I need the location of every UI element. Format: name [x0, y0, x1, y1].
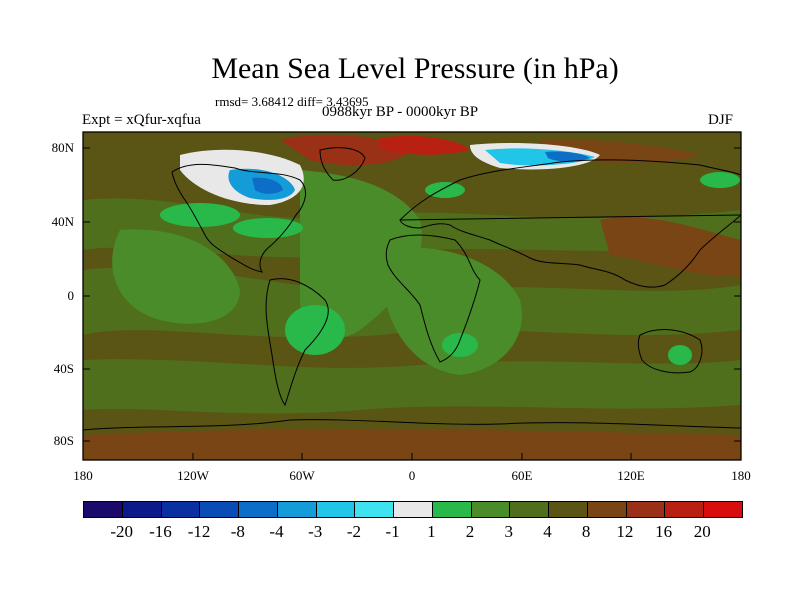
- coast-north-america: [171, 163, 307, 273]
- lat-label-80s: 80S: [53, 433, 74, 448]
- lon-label-180-west: 180: [73, 468, 93, 483]
- field-band-3-pacific: [112, 229, 240, 324]
- colorbar-swatch: [316, 502, 356, 517]
- colorbar-label: -16: [149, 522, 172, 541]
- colorbar-swatch: [239, 502, 278, 517]
- field-patch-2-natlantic: [233, 218, 303, 238]
- experiment-label: Expt = xQfur-xqfua: [82, 112, 201, 128]
- colorbar-swatch: [84, 502, 123, 517]
- lat-label-40n: 40N: [51, 214, 74, 229]
- season-label: DJF: [708, 112, 734, 128]
- colorbar-swatch: [394, 502, 433, 517]
- colorbar-label: 20: [693, 522, 711, 541]
- colorbar-label: -20: [110, 522, 134, 541]
- colorbar-label: 4: [543, 522, 552, 541]
- coast-africa: [385, 234, 481, 363]
- colorbar-label: -1: [385, 522, 400, 541]
- colorbar-swatch: [200, 502, 240, 517]
- colorbar-swatch: [704, 502, 743, 517]
- coast-south-america: [265, 278, 329, 407]
- colorbar-swatch: [626, 502, 666, 517]
- colorbar-swatch: [665, 502, 705, 517]
- colorbar-label: 12: [616, 522, 634, 541]
- colorbar-label: -2: [346, 522, 362, 541]
- rmsd-diff-stats: rmsd= 3.68412 diff= 3.43695: [215, 94, 369, 109]
- field-high-arctic: [280, 134, 410, 166]
- field-high-npacific: [600, 217, 741, 276]
- period-label: 0988kyr BP - 0000kyr BP: [322, 104, 479, 120]
- lat-ticks: [83, 147, 741, 442]
- field-patch-2-npacific: [160, 203, 240, 227]
- colorbar-swatch: [277, 502, 317, 517]
- field-patch-2-samerica: [285, 305, 345, 355]
- colorbar-swatch: [161, 502, 201, 517]
- colorbar-label: -8: [230, 522, 245, 541]
- coastlines: [83, 147, 741, 431]
- field-high-antarctic: [83, 429, 741, 460]
- coast-greenland: [319, 147, 366, 181]
- field-high-arctic-2: [380, 135, 470, 155]
- colorbar: [83, 501, 743, 518]
- field-band-3-africa: [380, 247, 522, 375]
- lat-label-80n: 80N: [51, 140, 74, 155]
- colorbar-swatch: [587, 502, 627, 517]
- lon-label-0: 0: [408, 468, 416, 483]
- lon-label-180-east: 180: [731, 468, 751, 483]
- coast-antarctica: [83, 419, 741, 431]
- lat-label-0: 0: [67, 288, 75, 303]
- colorbar-swatch: [355, 502, 395, 517]
- colorbar-swatch: [471, 502, 511, 517]
- field-patch-2-siberia: [700, 172, 740, 188]
- field-patch-2-scandinavia: [425, 182, 465, 198]
- colorbar-swatch: [432, 502, 472, 517]
- lon-label-120w: 120W: [177, 468, 209, 483]
- field-patch-2-safrica: [442, 333, 478, 357]
- colorbar-swatch: [122, 502, 162, 517]
- colorbar-swatch: [510, 502, 550, 517]
- colorbar-swatch: [549, 502, 588, 517]
- lon-label-60e: 60E: [511, 468, 533, 483]
- lon-label-120e: 120E: [617, 468, 645, 483]
- colorbar-label: -12: [187, 522, 211, 541]
- field-band-4-south: [83, 359, 741, 414]
- map-title: Mean Sea Level Pressure (in hPa): [211, 52, 619, 85]
- colorbar-label: 1: [427, 522, 436, 541]
- field-patch-2-australia: [668, 345, 692, 365]
- colorbar-label: -3: [308, 522, 323, 541]
- field-low-laurentide-core: [252, 177, 283, 194]
- colorbar-label: 2: [465, 522, 475, 541]
- colorbar-label: 3: [504, 522, 514, 541]
- field-low-fennoscandia-core: [545, 151, 590, 162]
- colorbar-label: 16: [655, 522, 673, 541]
- lat-label-40s: 40S: [53, 361, 74, 376]
- lon-ticks: [82, 453, 742, 460]
- coast-australia: [637, 329, 703, 374]
- coast-eurasia: [399, 159, 741, 288]
- lon-label-60w: 60W: [289, 468, 315, 483]
- colorbar-label: -4: [269, 522, 284, 541]
- colorbar-label: 8: [581, 522, 591, 541]
